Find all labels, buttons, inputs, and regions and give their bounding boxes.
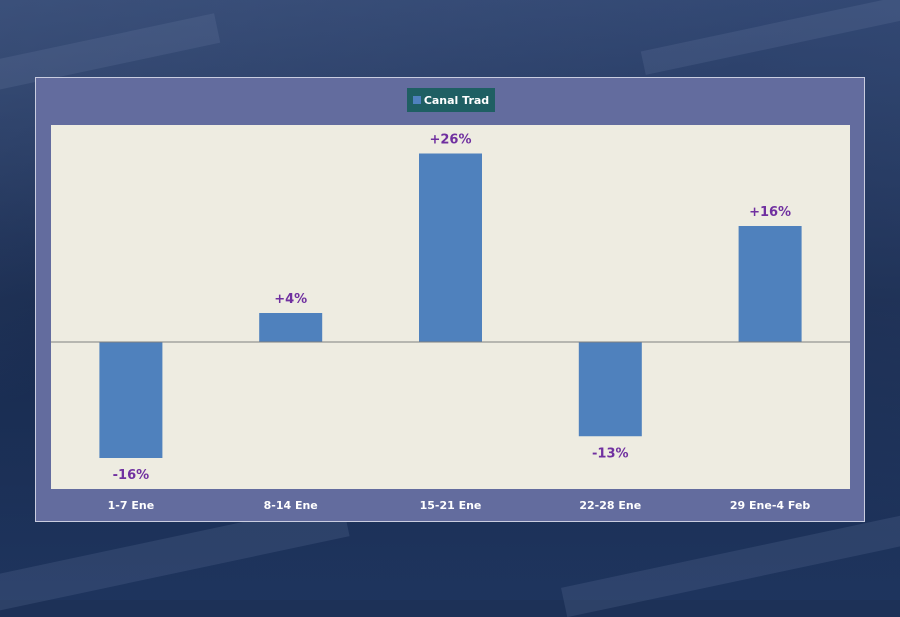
data-label: +4% (274, 292, 307, 307)
x-tick-label: 22-28 Ene (579, 499, 641, 512)
legend-label: Canal Trad (423, 93, 490, 107)
data-label: +26% (429, 133, 471, 148)
x-tick-label: 29 Ene-4 Feb (730, 499, 811, 512)
bar (419, 153, 482, 342)
data-label: -16% (113, 468, 150, 483)
bar (259, 313, 323, 342)
x-tick-label: 8-14 Ene (264, 499, 318, 512)
x-tick-label: 15-21 Ene (420, 499, 482, 512)
chart-legend: Canal Trad (407, 88, 495, 112)
x-tick-label: 1-7 Ene (108, 499, 155, 512)
bar-chart: -16% 1-7 Ene +4% 8-14 Ene +26% 15-21 Ene -13% 2… (51, 125, 850, 512)
bar (99, 342, 163, 458)
bar (738, 226, 802, 342)
data-label: +16% (749, 205, 791, 220)
data-label: -13% (592, 446, 629, 461)
legend-swatch (412, 96, 421, 104)
bar (578, 342, 642, 437)
